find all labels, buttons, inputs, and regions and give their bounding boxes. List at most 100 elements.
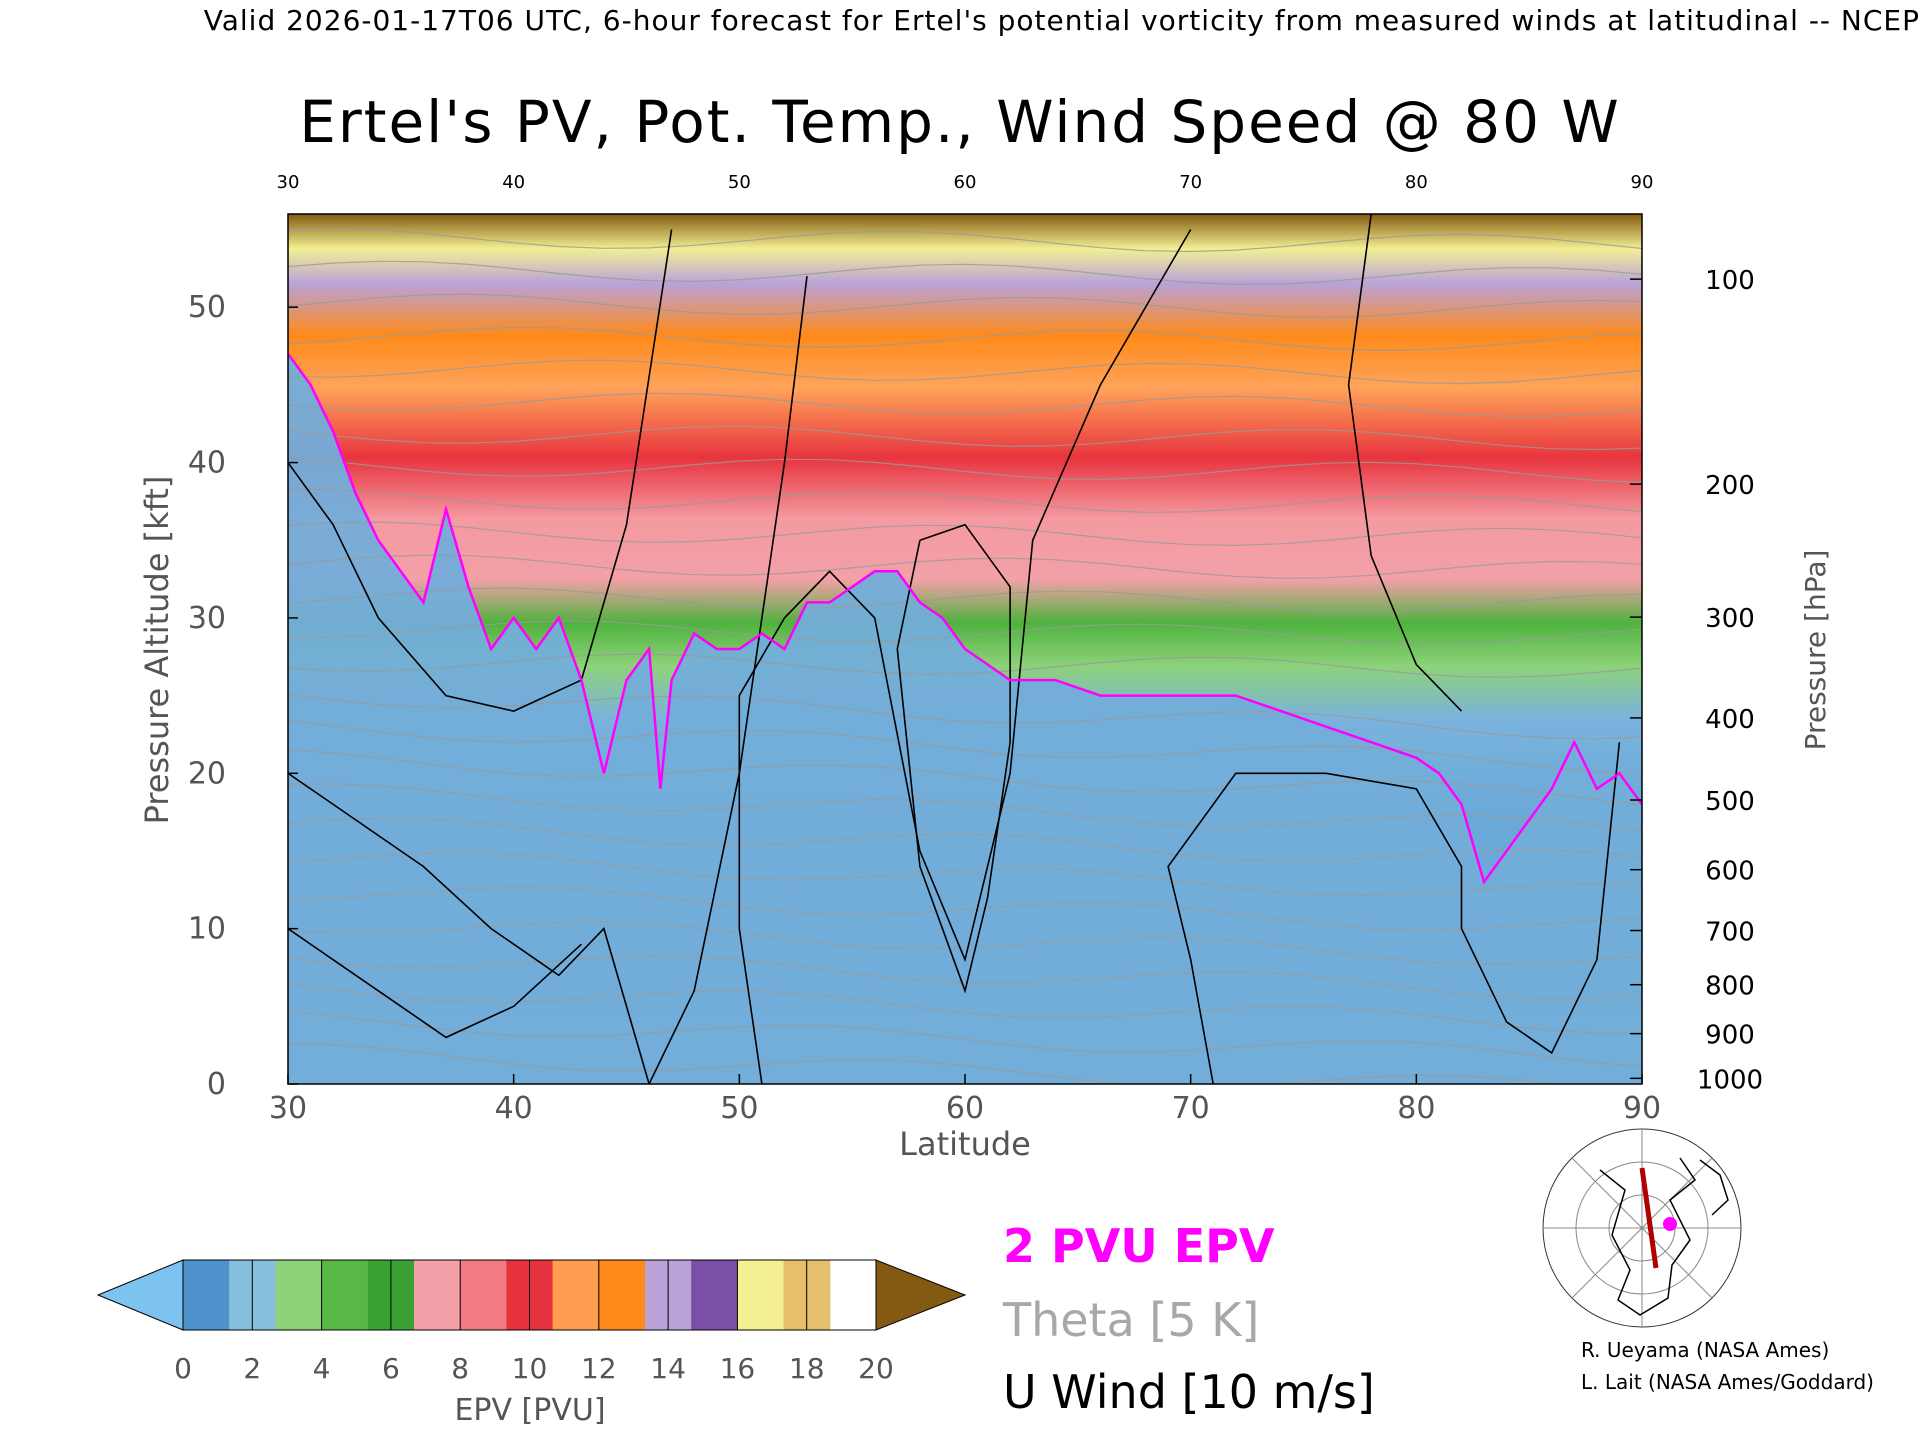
pressure-tick-label: 200: [1705, 471, 1755, 501]
theta-contour: [288, 554, 1642, 579]
colorbar-segment: [737, 1260, 785, 1330]
x-axis-label: Latitude: [899, 1125, 1031, 1163]
colorbar-low-arrow: [96, 1259, 184, 1331]
top-axis: 30 40 50 60 70 80 90: [277, 172, 1654, 193]
pressure-tick-label: 800: [1705, 972, 1755, 1002]
colorbar-tick-label: 20: [858, 1352, 894, 1385]
colorbar-label: EPV [PVU]: [454, 1393, 605, 1428]
colorbar-tick-label: 18: [789, 1352, 825, 1385]
theta-contour: [288, 749, 1642, 805]
colorbar-segment: [414, 1260, 461, 1330]
theta-contour: [288, 425, 1642, 451]
legend-pv: 2 PVU EPV: [1003, 1219, 1275, 1273]
theta-contour: [288, 653, 1642, 678]
colorbar-segment: [460, 1260, 507, 1330]
top-tick-label: 80: [1405, 172, 1428, 193]
wind-contour: [1347, 214, 1463, 712]
theta-contour: [288, 326, 1642, 352]
theta-contour: [288, 1011, 1642, 1068]
tropospheric-pv-band: [288, 353, 1642, 1084]
pressure-tick-label: 600: [1705, 857, 1755, 887]
colorbar-segment: [552, 1260, 600, 1330]
colorbar-tick-label: 0: [174, 1352, 192, 1385]
wind-contour: [896, 523, 1011, 994]
top-tick-label: 30: [277, 172, 300, 193]
legend-theta: Theta [5 K]: [1002, 1293, 1259, 1347]
theta-contour: [288, 720, 1642, 774]
pressure-tick-label: 300: [1705, 604, 1755, 634]
colorbar-tick-label: 4: [313, 1352, 331, 1385]
theta-contour: [288, 260, 1642, 286]
theta-contour: [288, 620, 1642, 645]
colorbar-tick-label: 12: [581, 1352, 617, 1385]
colorbar: 0 2 4 6 8 10 12 14 16 18 20: [96, 1259, 967, 1385]
y-axis: 0 10 20 30 40 50: [188, 290, 298, 1102]
wind-contour: [738, 229, 1192, 1084]
colorbar-high-arrow: [875, 1259, 967, 1331]
pressure-tick-label: 900: [1705, 1021, 1755, 1051]
theta-contour: [288, 227, 1642, 253]
theta-contour: [288, 293, 1642, 319]
theta-contour: [288, 693, 1642, 740]
pressure-tick-label: 400: [1705, 705, 1755, 735]
pressure-tick-label: 100: [1705, 266, 1755, 296]
wind-contour: [288, 772, 650, 1084]
credit-line-1: R. Ueyama (NASA Ames): [1581, 1338, 1829, 1362]
theta-contour: [288, 921, 1642, 966]
top-tick-label: 70: [1179, 172, 1202, 193]
credit-line-2: L. Lait (NASA Ames/Goddard): [1581, 1370, 1874, 1394]
x-tick-label: 50: [720, 1091, 758, 1126]
y-axis-label: Pressure Altitude [kft]: [138, 476, 176, 825]
y-tick-label: 40: [188, 446, 226, 481]
colorbar-segment: [321, 1260, 369, 1330]
wind-contours: [288, 214, 1621, 1084]
pressure-axis-label: Pressure [hPa]: [1799, 550, 1832, 751]
wind-contour: [1167, 742, 1621, 1084]
theta-contour: [288, 488, 1642, 513]
top-tick-label: 90: [1631, 172, 1654, 193]
theta-contour: [288, 983, 1642, 1034]
inset-map: [1542, 1128, 1742, 1328]
y-tick-label: 0: [207, 1067, 226, 1102]
legend-wind: U Wind [10 m/s]: [1003, 1365, 1375, 1419]
pressure-axis: 100 200 300 400 500 600 700 800 900 1000: [1630, 266, 1763, 1095]
pressure-tick-label: 700: [1705, 918, 1755, 948]
top-caption: Valid 2026-01-17T06 UTC, 6-hour forecast…: [203, 4, 1920, 37]
x-tick-label: 90: [1623, 1091, 1661, 1126]
x-axis: 30 40 50 60 70 80 90: [269, 1074, 1661, 1126]
top-tick-label: 40: [502, 172, 525, 193]
colorbar-tick-label: 2: [243, 1352, 261, 1385]
colorbar-segment: [691, 1260, 738, 1330]
theta-contours: [288, 227, 1642, 1084]
colorbar-tick-label: 6: [382, 1352, 400, 1385]
chart-title: Ertel's PV, Pot. Temp., Wind Speed @ 80 …: [299, 88, 1621, 156]
pv-2-contour: [288, 353, 1642, 885]
x-tick-label: 80: [1397, 1091, 1435, 1126]
x-tick-label: 40: [495, 1091, 533, 1126]
theta-contour: [288, 852, 1642, 897]
pressure-tick-label: 500: [1705, 787, 1755, 817]
theta-contour: [288, 587, 1642, 613]
theta-contour: [288, 457, 1642, 483]
theta-contour: [288, 817, 1642, 862]
y-tick-label: 50: [188, 290, 226, 325]
y-tick-label: 10: [188, 912, 226, 947]
colorbar-segment: [183, 1260, 230, 1330]
theta-contour: [288, 359, 1642, 385]
y-tick-label: 30: [188, 601, 226, 636]
colorbar-segment: [598, 1260, 646, 1330]
theta-contour: [288, 886, 1642, 931]
wind-contour: [288, 927, 582, 1039]
top-tick-label: 50: [728, 172, 751, 193]
wind-contour: [648, 276, 808, 1084]
theta-contour: [288, 955, 1642, 1000]
x-tick-label: 30: [269, 1091, 307, 1126]
x-tick-label: 60: [946, 1091, 984, 1126]
theta-contour: [288, 392, 1642, 418]
colorbar-tick-label: 8: [451, 1352, 469, 1385]
colorbar-tick-label: 10: [512, 1352, 548, 1385]
theta-contour: [288, 783, 1642, 832]
x-tick-label: 70: [1172, 1091, 1210, 1126]
top-tick-label: 60: [954, 172, 977, 193]
